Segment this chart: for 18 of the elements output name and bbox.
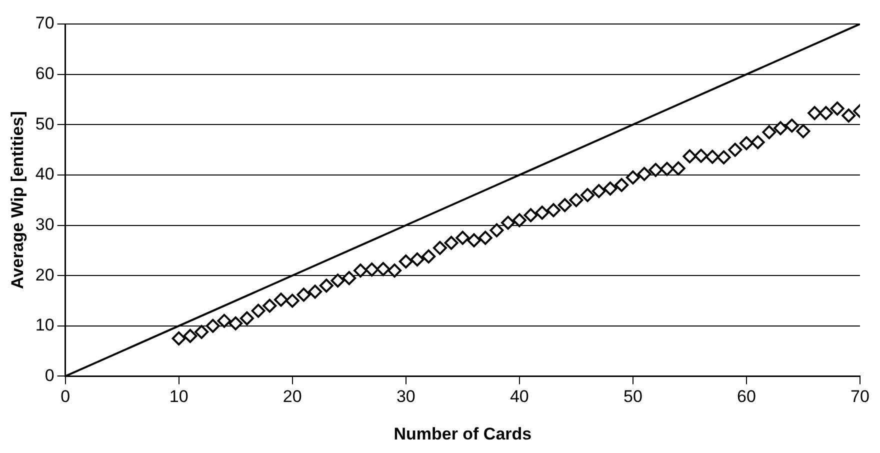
y-tick-label: 70 [35,14,54,33]
y-tick-label: 0 [44,366,54,385]
x-tick-label: 0 [60,387,70,406]
x-tick-label: 30 [396,387,416,406]
x-tick-label: 20 [282,387,302,406]
y-tick-label: 10 [35,316,54,335]
y-axis-title: Average Wip [entities] [8,111,27,289]
x-tick-label: 50 [623,387,642,406]
y-tick-label: 60 [35,64,54,83]
x-tick-label: 40 [510,387,529,406]
x-axis-title: Number of Cards [394,424,532,444]
x-tick-label: 60 [737,387,756,406]
x-tick-label: 70 [850,387,870,406]
y-tick-label: 40 [35,164,54,184]
y-tick-label: 50 [35,114,54,134]
y-tick-label: 30 [35,214,54,234]
y-tick-label: 20 [35,265,54,284]
x-tick-label: 10 [169,387,188,406]
